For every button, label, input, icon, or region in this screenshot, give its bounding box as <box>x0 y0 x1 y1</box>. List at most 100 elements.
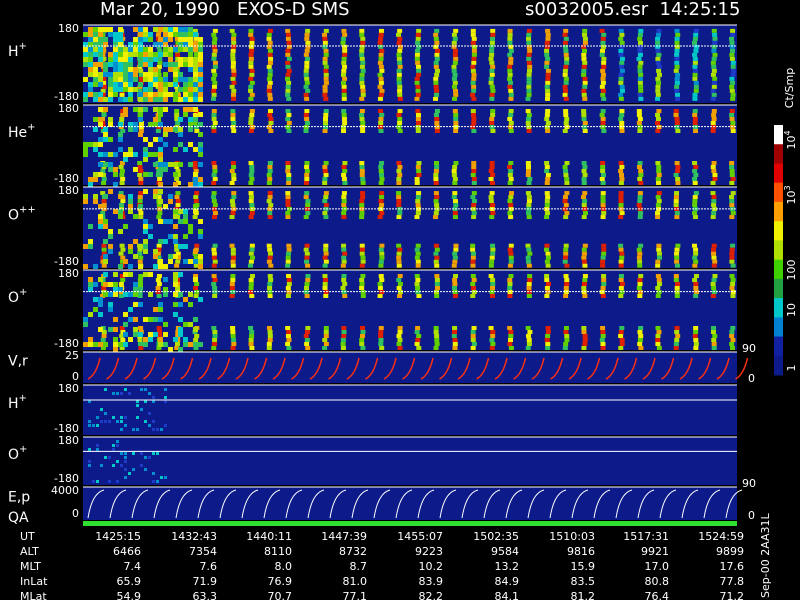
spectrum-pixel <box>153 122 158 127</box>
spectrum-pixel <box>692 278 698 282</box>
spectrum-pixel <box>101 181 107 185</box>
spectrum-pixel <box>582 32 588 37</box>
spectrum-pixel <box>188 142 193 147</box>
spectrum-pixel <box>545 255 551 260</box>
spectrum-pixel <box>525 191 531 196</box>
spectrum-pixel <box>178 162 183 167</box>
spectrum-pixel <box>88 182 93 187</box>
spectrum-pixel <box>267 282 273 286</box>
spectrum-pixel <box>692 215 698 220</box>
spectrum-pixel <box>359 72 365 77</box>
spectrum-pixel <box>303 215 309 220</box>
spectrum-pixel <box>193 147 198 152</box>
spectrum-pixel <box>100 278 106 282</box>
spectrum-pixel <box>470 80 476 85</box>
table-cell: 10.2 <box>419 560 444 573</box>
spectrum-pixel <box>305 211 311 216</box>
spectrum-pixel <box>471 52 477 57</box>
spectrum-pixel <box>138 112 143 117</box>
spectrum-pixel <box>285 169 291 173</box>
spectrum-pixel <box>360 191 366 196</box>
spectrum-pixel <box>507 263 513 268</box>
spectrum-pixel <box>198 162 203 167</box>
spectrum-pixel <box>113 67 118 72</box>
y-tick-label: 4000 <box>51 484 79 497</box>
spectrum-pixel <box>562 32 568 37</box>
spectrum-pixel <box>601 251 607 256</box>
spectrum-pixel <box>414 255 420 260</box>
spectrum-pixel <box>173 312 178 317</box>
spectrum-pixel <box>488 177 494 181</box>
spectrum-pixel <box>158 52 163 57</box>
velocity-trace <box>439 357 453 380</box>
spectrum-pixel <box>173 97 178 102</box>
spectrum-pixel <box>188 52 193 57</box>
spectrum-pixel <box>285 215 291 220</box>
spectrum-pixel <box>729 274 735 278</box>
spectrum-pixel <box>415 195 421 200</box>
spectrum-pixel <box>341 129 347 133</box>
spectrum-pixel <box>434 247 440 252</box>
spectrum-pixel <box>103 162 108 167</box>
spectrum-pixel <box>119 346 125 350</box>
spectrum-pixel <box>136 416 139 419</box>
spectrum-pixel <box>638 173 644 177</box>
spectrum-pixel <box>638 274 644 278</box>
spectrum-pixel <box>507 28 513 33</box>
spectrum-pixel <box>83 342 88 347</box>
spectrum-pixel <box>173 234 178 239</box>
spectrum-pixel <box>729 36 735 41</box>
spectrum-pixel <box>178 47 183 52</box>
spectrum-pixel <box>123 157 128 162</box>
spectrum-pixel <box>136 400 139 403</box>
spectrum-pixel <box>471 56 477 61</box>
table-cell: 1425:15 <box>95 530 141 543</box>
spectrum-pixel <box>434 68 440 73</box>
spectrum-pixel <box>581 44 587 49</box>
spectrum-pixel <box>112 464 115 467</box>
spectrum-pixel <box>193 92 198 97</box>
right-tick-label: 0 <box>748 509 755 522</box>
spectrum-pixel <box>600 326 606 330</box>
spectrum-pixel <box>178 209 183 214</box>
spectrum-pixel <box>248 215 254 220</box>
spectrum-pixel <box>138 255 144 260</box>
spectrum-pixel <box>359 199 365 204</box>
spectrum-pixel <box>212 334 218 338</box>
spectrum-pixel <box>128 82 133 87</box>
spectrum-pixel <box>508 80 514 85</box>
spectrum-pixel <box>712 76 718 81</box>
spectrum-pixel <box>378 92 384 97</box>
spectrum-pixel <box>618 117 624 121</box>
velocity-trace <box>679 357 693 380</box>
spectrum-pixel <box>730 177 736 181</box>
spectrum-pixel <box>173 239 178 244</box>
spectrum-pixel <box>158 302 163 307</box>
spectrum-pixel <box>711 117 717 121</box>
spectrum-pixel <box>655 294 661 298</box>
spectrum-pixel <box>359 165 365 169</box>
spectrum-pixel <box>656 165 662 169</box>
spectrum-pixel <box>266 181 272 185</box>
table-cell: 76.4 <box>645 590 670 600</box>
spectrum-pixel <box>193 346 199 350</box>
spectrum-pixel <box>562 40 568 45</box>
spectrum-pixel <box>508 169 514 173</box>
spectrum-pixel <box>286 346 292 350</box>
table-cell: 7.4 <box>124 560 142 573</box>
spectrum-pixel <box>599 338 605 342</box>
spectrum-pixel <box>132 468 135 471</box>
spectrum-pixel <box>267 40 273 45</box>
spectrum-pixel <box>656 28 662 33</box>
spectrum-pixel <box>729 169 735 173</box>
spectrum-pixel <box>675 282 681 286</box>
spectrum-pixel <box>303 181 309 185</box>
energy-trace <box>153 489 171 519</box>
spectrum-pixel <box>434 263 440 268</box>
spectrum-pixel <box>544 191 550 196</box>
spectrum-pixel <box>285 203 291 208</box>
spectrum-pixel <box>138 72 144 77</box>
spectrum-pixel <box>600 117 606 121</box>
spectrum-pixel <box>138 177 144 181</box>
spectrum-pixel <box>193 32 198 37</box>
